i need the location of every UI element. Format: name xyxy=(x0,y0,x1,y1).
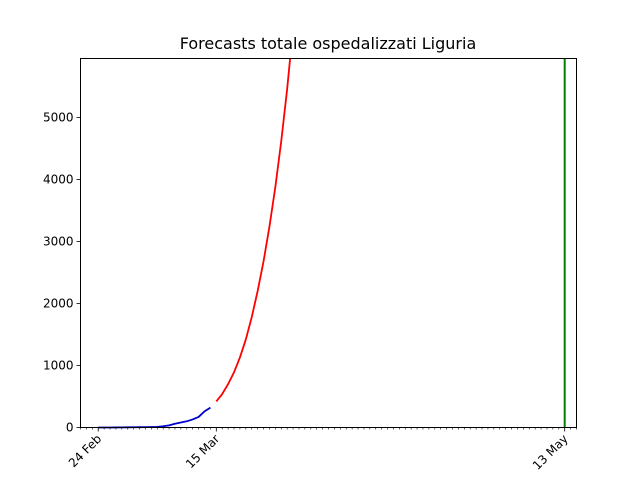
y-tick-label: 4000 xyxy=(43,172,74,186)
y-tick-label: 2000 xyxy=(43,296,74,310)
series-line-1 xyxy=(215,58,292,403)
y-tick-label: 1000 xyxy=(43,358,74,372)
plot-frame xyxy=(80,58,577,428)
y-tick-label: 0 xyxy=(66,421,74,435)
chart-title: Forecasts totale ospedalizzati Liguria xyxy=(180,34,477,53)
y-tick-label: 5000 xyxy=(43,110,74,124)
y-tick-label: 3000 xyxy=(43,234,74,248)
y-axis-ticks: 0 1000 2000 3000 4000 5000 xyxy=(43,110,81,435)
